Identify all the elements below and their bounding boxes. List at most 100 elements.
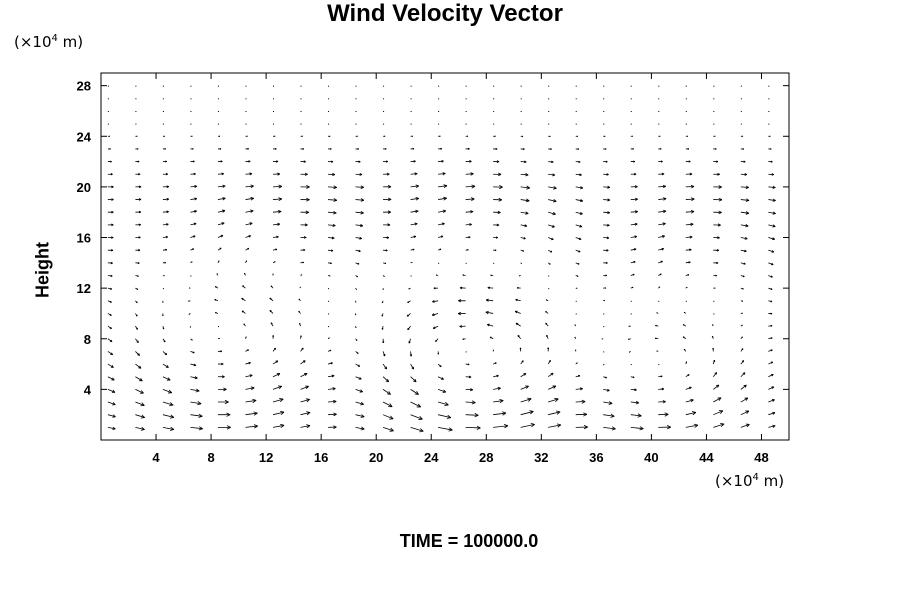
wind-vector (548, 397, 559, 403)
wind-vector (603, 401, 613, 405)
wind-vector (575, 85, 577, 87)
wind-vector (630, 413, 642, 418)
wind-vector (107, 148, 111, 150)
wind-vector (658, 160, 663, 163)
wind-vector (272, 373, 281, 378)
wind-vector (685, 98, 687, 100)
wind-vector (300, 373, 308, 378)
wind-vector (520, 85, 522, 87)
y-unit-prefix: (×10 (14, 33, 52, 51)
wind-vector (245, 147, 249, 150)
y-tick-label: 4 (84, 382, 92, 397)
wind-vector (190, 123, 192, 125)
wind-vector (438, 209, 447, 213)
wind-vector (273, 123, 274, 125)
wind-vector (712, 324, 714, 327)
wind-vector (685, 286, 688, 289)
wind-vector (190, 388, 200, 393)
wind-vector (548, 224, 555, 228)
wind-vector (685, 398, 694, 403)
wind-vector (410, 363, 415, 370)
wind-vector (190, 85, 192, 87)
wind-vector (328, 172, 336, 177)
wind-vector (272, 160, 279, 163)
wind-vector (383, 185, 392, 189)
wind-vector (489, 336, 494, 340)
wind-vector (410, 85, 412, 87)
wind-vector (107, 401, 116, 406)
wind-vector (658, 364, 660, 366)
wind-vector (438, 160, 444, 163)
wind-vector (245, 196, 254, 201)
wind-vector (493, 147, 498, 151)
wind-vector (162, 172, 168, 176)
wind-vector (410, 426, 424, 433)
x-tick-label: 12 (259, 450, 273, 465)
wind-vector (433, 287, 439, 290)
wind-vector (658, 209, 667, 214)
wind-vector (355, 300, 357, 303)
wind-vector (242, 285, 246, 289)
wind-vector (300, 123, 302, 125)
wind-vector (459, 324, 466, 328)
wind-vector (658, 300, 660, 302)
wind-vector (658, 85, 660, 87)
wind-vector (548, 110, 550, 112)
wind-vector (217, 172, 224, 176)
wind-vector (603, 135, 606, 137)
wind-vector (383, 135, 386, 137)
wind-vector (135, 325, 138, 330)
wind-vector (575, 425, 588, 430)
wind-vector (685, 209, 695, 214)
wind-vector (355, 389, 363, 393)
wind-vector (383, 85, 385, 87)
wind-vector (630, 376, 635, 379)
wind-vector (520, 148, 525, 151)
wind-vector (410, 123, 412, 125)
wind-vector (107, 198, 114, 201)
wind-vector (658, 387, 665, 391)
wind-vector (270, 285, 274, 289)
wind-vector (518, 275, 521, 277)
wind-vector (685, 135, 688, 137)
wind-vector (190, 197, 198, 201)
wind-vector (603, 160, 608, 163)
wind-vector (243, 323, 246, 327)
wind-vector (713, 397, 722, 403)
wind-vector (431, 313, 439, 316)
wind-vector (245, 209, 254, 213)
wind-vector (135, 85, 137, 87)
wind-vector (300, 385, 309, 390)
wind-vector (107, 236, 114, 239)
wind-vector (272, 410, 285, 416)
wind-vector (685, 300, 687, 302)
wind-vector (603, 413, 615, 418)
wind-vector (768, 324, 773, 327)
wind-vector (162, 223, 169, 226)
wind-vector (630, 300, 632, 302)
wind-vector (300, 185, 310, 189)
wind-vector (135, 249, 141, 252)
x-unit-prefix: (×10 (715, 472, 753, 490)
wind-vector (245, 247, 250, 251)
wind-vector (658, 123, 660, 125)
wind-vector (740, 287, 744, 290)
wind-vector (438, 262, 440, 264)
wind-vector (245, 222, 253, 226)
wind-vector (162, 376, 171, 381)
wind-vector (327, 362, 333, 365)
wind-vector (162, 426, 175, 431)
wind-vector (654, 337, 659, 340)
wind-vector (162, 197, 169, 201)
wind-vector (493, 411, 507, 416)
wind-vector (768, 249, 775, 253)
wind-vector (575, 249, 581, 253)
wind-vector (437, 363, 442, 368)
wind-vector (630, 160, 636, 163)
wind-vector (658, 172, 665, 176)
wind-vector (438, 98, 440, 100)
wind-vector (575, 110, 577, 112)
wind-vector (548, 199, 557, 203)
wind-vector (547, 262, 551, 265)
wind-vector (107, 338, 113, 343)
